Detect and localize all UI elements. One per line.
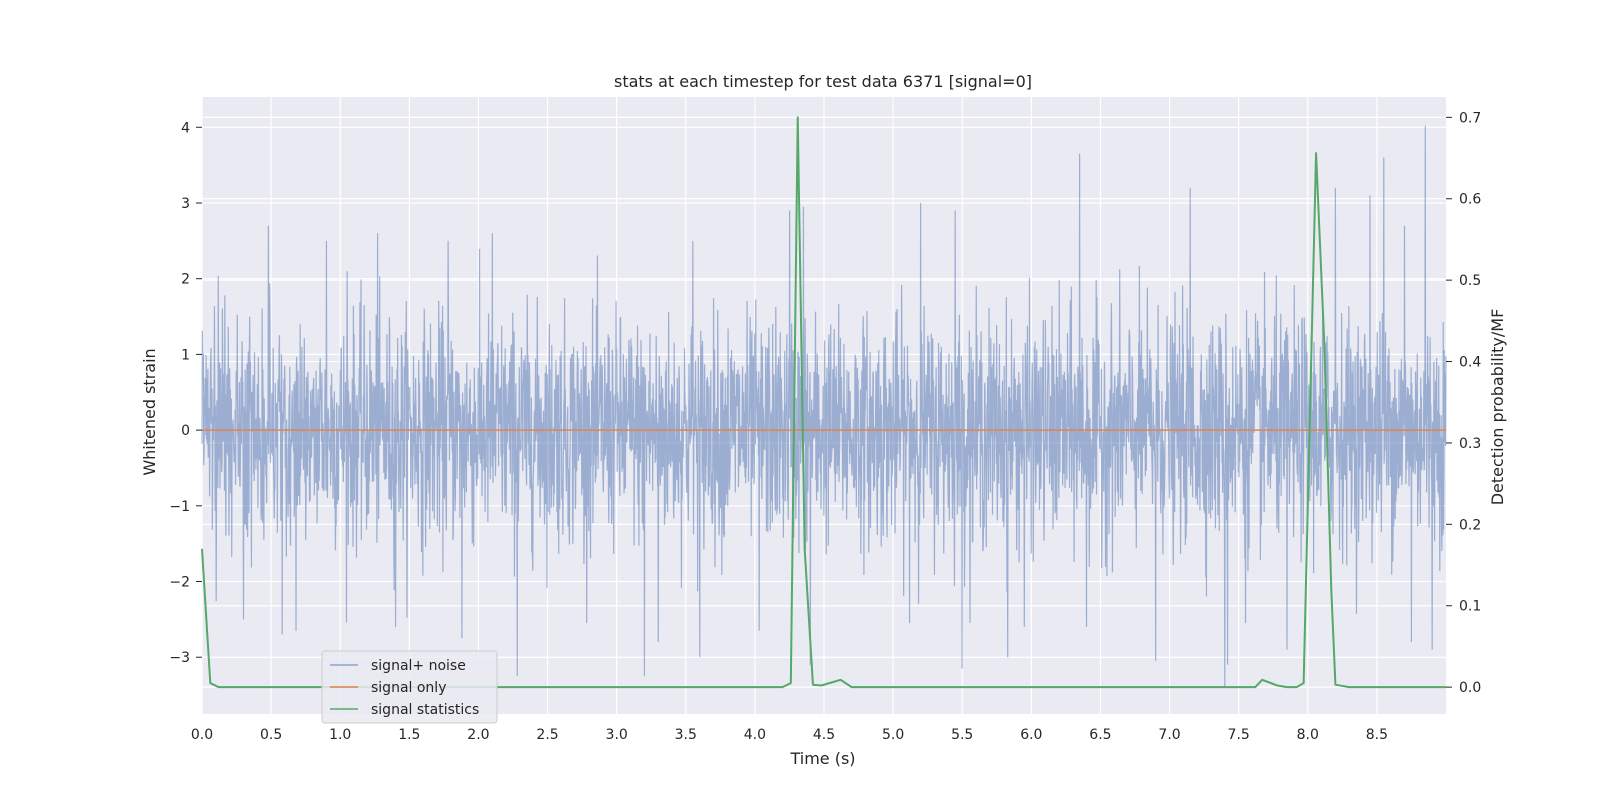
chart-title: stats at each timestep for test data 637… — [614, 72, 1032, 91]
x-tick-label: 8.0 — [1297, 727, 1319, 743]
x-tick-label: 2.5 — [536, 727, 558, 743]
y2-tick-label: 0.3 — [1459, 436, 1481, 452]
y-tick-label: −1 — [169, 499, 190, 515]
y2-tick-label: 0.5 — [1459, 273, 1481, 289]
x-tick-label: 7.0 — [1158, 727, 1180, 743]
y-tick-label: 2 — [181, 272, 190, 288]
y-tick-label: −2 — [169, 575, 190, 591]
legend-box — [321, 650, 498, 724]
x-tick-label: 5.0 — [882, 727, 904, 743]
y2-tick-label: 0.0 — [1459, 680, 1481, 696]
x-axis-ticks: 0.0 0.5 1.0 1.5 2.0 2.5 3.0 3.5 4.0 4.5 5.0 5.5 6.0 6… — [191, 727, 1388, 743]
y-tick-label: 3 — [181, 196, 190, 212]
x-tick-label: 2.0 — [467, 727, 489, 743]
legend: signal+ noise signal only signal statist… — [321, 650, 498, 724]
signal-plus-noise-line — [201, 125, 1447, 688]
y-tick-label: 4 — [181, 120, 190, 136]
y-tick-label: 0 — [181, 423, 190, 439]
x-tick-label: 7.5 — [1228, 727, 1250, 743]
x-tick-label: 4.5 — [813, 727, 835, 743]
y-axis-ticks: 4 3 2 1 0 −1 −2 −3 — [169, 120, 202, 666]
x-tick-label: 3.5 — [675, 727, 697, 743]
y2-tick-label: 0.1 — [1459, 599, 1481, 615]
x-tick-label: 4.0 — [744, 727, 766, 743]
y-tick-label: 1 — [181, 347, 190, 363]
legend-label-signal-plus-noise: signal+ noise — [371, 658, 466, 674]
x-tick-label: 6.5 — [1089, 727, 1111, 743]
series-signal-plus-noise — [201, 125, 1447, 688]
x-tick-label: 3.0 — [606, 727, 628, 743]
x-tick-label: 5.5 — [951, 727, 973, 743]
y2-tick-label: 0.7 — [1459, 110, 1481, 126]
y2-tick-label: 0.4 — [1459, 355, 1481, 371]
x-tick-label: 6.0 — [1020, 727, 1042, 743]
x-tick-label: 0.5 — [260, 727, 282, 743]
y2-tick-label: 0.6 — [1459, 192, 1481, 208]
x-tick-label: 1.0 — [329, 727, 351, 743]
legend-label-signal-statistics: signal statistics — [371, 702, 479, 718]
x-tick-label: 8.5 — [1366, 727, 1388, 743]
y-tick-label: −3 — [169, 650, 190, 666]
x-tick-label: 1.5 — [398, 727, 420, 743]
x-tick-label: 0.0 — [191, 727, 213, 743]
y-axis-label: Whitened strain — [140, 348, 159, 475]
legend-label-signal-only: signal only — [371, 680, 446, 696]
x-axis-label: Time (s) — [789, 749, 855, 768]
y2-tick-label: 0.2 — [1459, 517, 1481, 533]
y2-axis-label: Detection probability/MF — [1488, 309, 1507, 506]
y2-axis-ticks: 0.7 0.6 0.5 0.4 0.3 0.2 0.1 0.0 — [1446, 110, 1481, 696]
